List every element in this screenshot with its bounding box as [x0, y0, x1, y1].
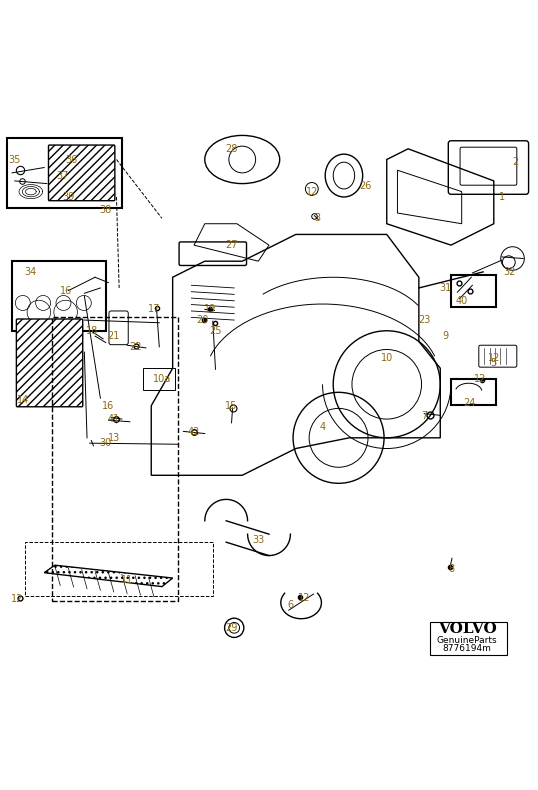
FancyBboxPatch shape	[48, 145, 115, 201]
Text: 37: 37	[56, 171, 69, 181]
Text: 1: 1	[499, 192, 505, 202]
Text: 8776194m: 8776194m	[443, 644, 492, 653]
Bar	[52, 318, 178, 601]
Bar	[143, 368, 175, 389]
Text: 4: 4	[320, 422, 325, 432]
Bar	[451, 275, 497, 307]
Bar	[451, 379, 497, 404]
Text: VOLVO: VOLVO	[437, 623, 497, 637]
Text: 13: 13	[108, 433, 120, 443]
Text: 30: 30	[100, 438, 112, 448]
Text: 5: 5	[491, 358, 497, 368]
Text: 12: 12	[11, 594, 24, 604]
Polygon shape	[44, 565, 173, 587]
Text: 27: 27	[225, 240, 238, 250]
Text: 3: 3	[314, 213, 320, 224]
Text: 16: 16	[60, 286, 72, 295]
Text: 7: 7	[421, 412, 427, 421]
Text: GenuineParts: GenuineParts	[437, 636, 497, 645]
Text: 36: 36	[65, 155, 77, 164]
Text: 10: 10	[380, 352, 393, 363]
Text: 35: 35	[9, 155, 21, 164]
Text: 24: 24	[464, 398, 476, 408]
Text: 25: 25	[209, 325, 222, 336]
Text: 28: 28	[225, 144, 238, 154]
Text: 22: 22	[129, 342, 141, 352]
Text: 17: 17	[148, 304, 160, 314]
Text: 10a: 10a	[153, 374, 171, 384]
Text: 20: 20	[196, 315, 208, 325]
Bar	[12, 261, 106, 331]
Text: 34: 34	[25, 267, 37, 277]
Bar	[25, 542, 213, 596]
Text: 42: 42	[188, 427, 200, 438]
Text: 23: 23	[418, 315, 430, 325]
Text: 19: 19	[204, 304, 216, 314]
Text: 2: 2	[512, 157, 518, 167]
Text: 18: 18	[86, 325, 98, 336]
Text: 11: 11	[121, 574, 133, 585]
Bar	[7, 138, 122, 208]
Text: 9: 9	[443, 331, 449, 341]
Text: 33: 33	[252, 535, 264, 544]
Text: 21: 21	[108, 331, 120, 341]
Text: 6: 6	[287, 600, 293, 610]
Text: 38: 38	[100, 205, 112, 216]
FancyBboxPatch shape	[16, 319, 83, 407]
Text: 12: 12	[306, 186, 318, 197]
Bar	[429, 623, 507, 655]
Text: 12: 12	[298, 593, 310, 604]
Text: 16: 16	[102, 401, 115, 411]
Text: 32: 32	[504, 267, 516, 277]
Text: 40: 40	[456, 296, 468, 307]
Text: 31: 31	[440, 283, 452, 293]
Text: 39: 39	[62, 192, 74, 202]
Text: 12: 12	[487, 352, 500, 363]
Text: 12: 12	[474, 374, 486, 384]
Text: 15: 15	[225, 401, 238, 411]
Text: 26: 26	[359, 181, 372, 191]
Text: 29: 29	[225, 623, 238, 633]
Text: 8: 8	[448, 564, 454, 574]
Text: 14: 14	[17, 395, 29, 405]
Text: 41: 41	[108, 414, 120, 424]
